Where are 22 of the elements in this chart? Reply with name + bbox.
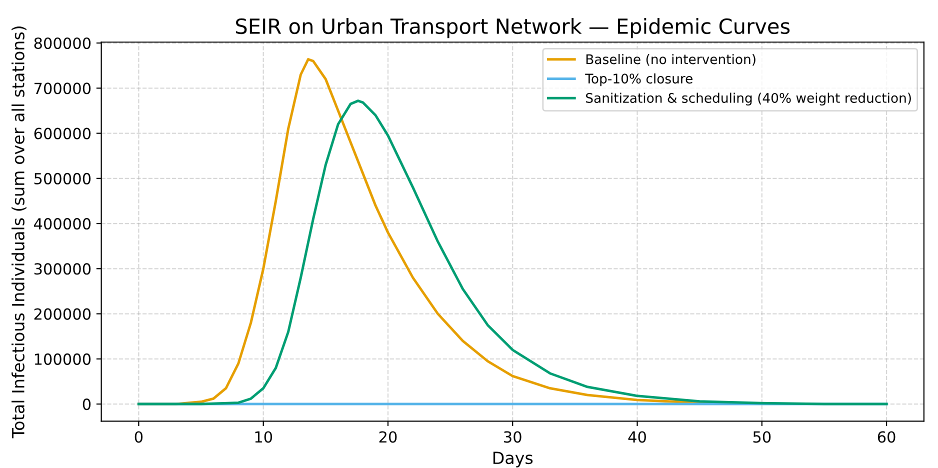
y-tick-label: 300000 xyxy=(34,263,91,275)
y-tick-label: 200000 xyxy=(34,308,91,320)
x-tick-label: 0 xyxy=(134,431,143,443)
y-tick-label: 100000 xyxy=(34,353,91,365)
chart-title: SEIR on Urban Transport Network — Epidemic Curves xyxy=(236,18,790,38)
y-tick-label: 800000 xyxy=(34,37,91,50)
y-tick-label: 0 xyxy=(82,398,91,410)
x-axis-title: Days xyxy=(493,452,533,468)
y-tick-label: 700000 xyxy=(34,82,91,94)
x-tick-label: 30 xyxy=(504,431,522,443)
legend-label: Top-10% closure xyxy=(585,73,692,86)
x-tick-label: 20 xyxy=(379,431,397,443)
x-tick-label: 50 xyxy=(753,431,771,443)
x-tick-label: 10 xyxy=(255,431,272,443)
y-tick-label: 500000 xyxy=(34,172,91,184)
legend-label: Baseline (no intervention) xyxy=(586,54,756,66)
x-tick-label: 60 xyxy=(878,431,896,443)
y-axis-title: Total Infectious Individuals (sum over all stations) xyxy=(12,26,26,438)
y-tick-label: 400000 xyxy=(34,218,91,230)
legend-label: Sanitization & scheduling (40% weight reduction) xyxy=(586,92,911,106)
x-tick-label: 40 xyxy=(628,431,646,443)
y-tick-label: 600000 xyxy=(34,128,91,140)
